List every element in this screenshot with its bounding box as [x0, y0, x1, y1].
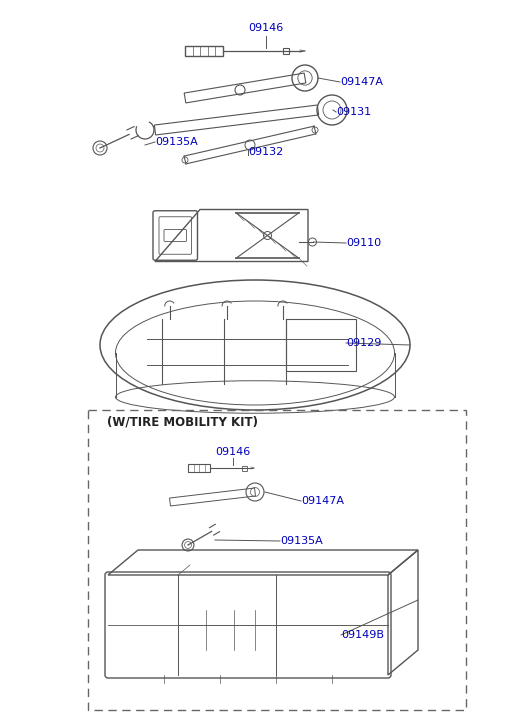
Text: 09131: 09131: [336, 107, 371, 117]
Text: 09147A: 09147A: [340, 77, 383, 87]
Text: 09110: 09110: [346, 238, 381, 248]
Text: 09149B: 09149B: [341, 630, 384, 640]
Text: 09129: 09129: [346, 338, 381, 348]
Text: 09146: 09146: [248, 23, 284, 33]
Text: 09135A: 09135A: [280, 536, 323, 546]
Text: (W/TIRE MOBILITY KIT): (W/TIRE MOBILITY KIT): [107, 416, 258, 428]
Text: 09146: 09146: [215, 447, 251, 457]
Text: 09135A: 09135A: [155, 137, 198, 147]
Text: 09147A: 09147A: [301, 496, 344, 506]
Text: 09132: 09132: [248, 147, 283, 157]
